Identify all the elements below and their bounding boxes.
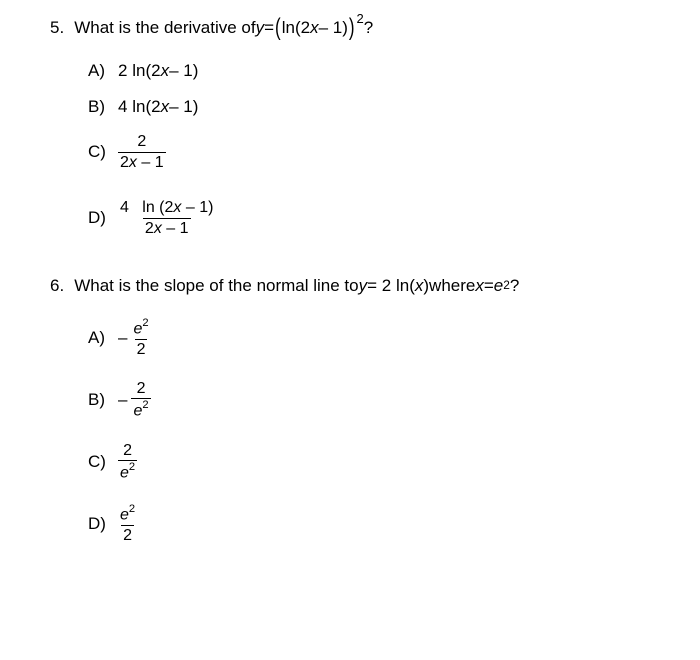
option-d: D) e2 2 bbox=[88, 502, 650, 546]
question-number: 5. bbox=[50, 18, 64, 38]
option-c: C) 2 2x – 1 bbox=[88, 130, 650, 174]
option-d: D) 4 ln (2x – 1) 2x – 1 bbox=[88, 196, 650, 240]
prompt-equation: y = ( ln (2 x – 1) ) 2 bbox=[256, 18, 364, 38]
question-number: 6. bbox=[50, 276, 64, 296]
question-5: 5. What is the derivative of y = ( ln (2… bbox=[50, 18, 650, 240]
prompt-text: What is the slope of the normal line to bbox=[74, 276, 358, 296]
question-6-options: A) – e2 2 B) – 2 e2 bbox=[88, 316, 650, 546]
option-b: B) 4 ln (2 x – 1) bbox=[88, 94, 650, 120]
question-5-options: A) 2 ln (2 x – 1) B) 4 ln (2 x bbox=[88, 58, 650, 240]
prompt-qmark: ? bbox=[364, 18, 373, 38]
question-6: 6. What is the slope of the normal line … bbox=[50, 276, 650, 546]
question-6-prompt: 6. What is the slope of the normal line … bbox=[50, 276, 650, 296]
option-a: A) – e2 2 bbox=[88, 316, 650, 360]
prompt-text: What is the derivative of bbox=[74, 18, 255, 38]
option-a: A) 2 ln (2 x – 1) bbox=[88, 58, 650, 84]
option-c: C) 2 e2 bbox=[88, 440, 650, 484]
option-b: B) – 2 e2 bbox=[88, 378, 650, 422]
question-5-prompt: 5. What is the derivative of y = ( ln (2… bbox=[50, 18, 650, 38]
